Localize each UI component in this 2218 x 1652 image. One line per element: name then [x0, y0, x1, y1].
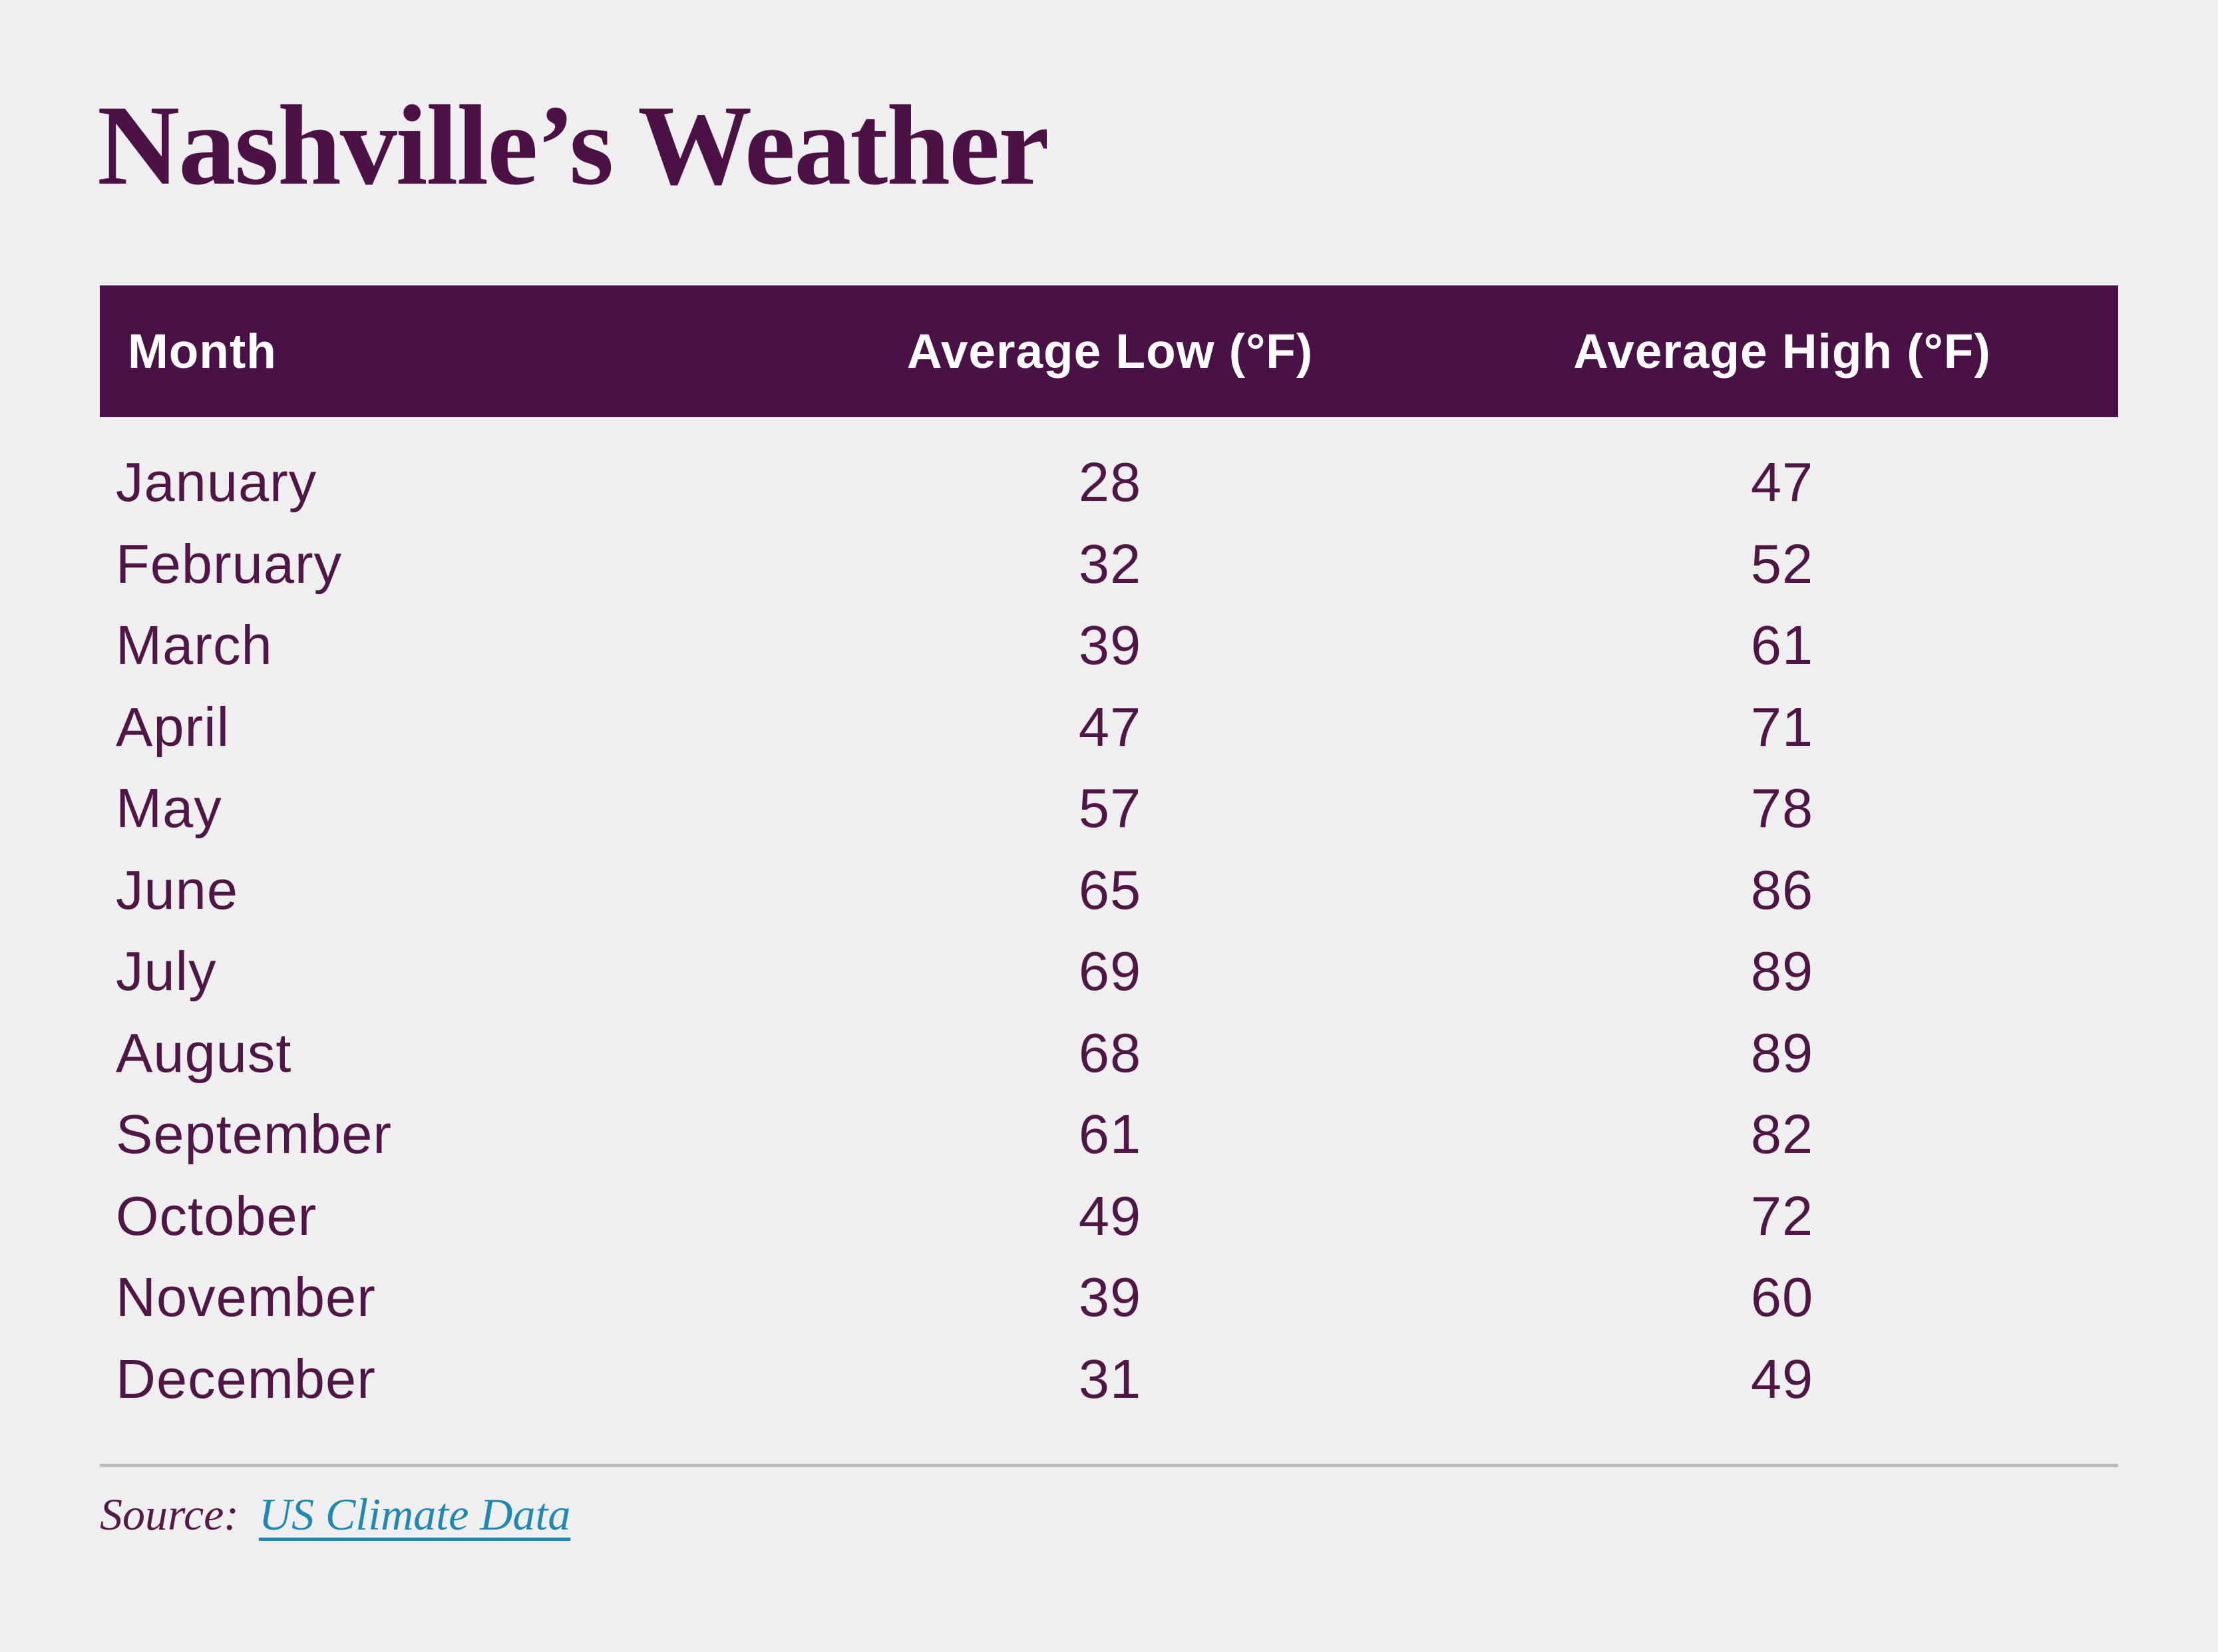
average-high-cell: 71: [1750, 695, 1814, 758]
average-low-cell: 68: [1078, 1021, 1142, 1084]
average-low-cell: 69: [1078, 940, 1142, 1003]
table-header: Month Average Low (°F) Average High (°F): [100, 285, 2118, 417]
average-high-cell: 78: [1750, 777, 1814, 840]
average-high-cell: 49: [1750, 1347, 1814, 1410]
column-header-month: Month: [128, 324, 277, 379]
month-cell: December: [116, 1347, 376, 1410]
month-cell: June: [116, 858, 238, 921]
average-low-cell: 32: [1078, 532, 1142, 595]
table-row: October 49 72: [100, 1176, 2118, 1257]
average-high-cell: 86: [1750, 858, 1814, 921]
month-cell: September: [116, 1103, 393, 1166]
average-high-cell: 72: [1750, 1184, 1814, 1247]
month-cell: July: [116, 940, 217, 1003]
average-high-cell: 47: [1750, 451, 1814, 514]
month-cell: April: [116, 695, 230, 758]
month-cell: February: [116, 532, 343, 595]
month-cell: August: [116, 1021, 292, 1084]
table-row: November 39 60: [100, 1257, 2118, 1339]
table-row: June 65 86: [100, 850, 2118, 931]
average-low-cell: 61: [1078, 1103, 1142, 1166]
source-label: Source:: [100, 1489, 239, 1540]
table-row: March 39 61: [100, 605, 2118, 687]
table-body: January 28 47 February 32 52 March 39 61…: [100, 417, 2118, 1420]
average-high-cell: 89: [1750, 940, 1814, 1003]
average-low-cell: 49: [1078, 1184, 1142, 1247]
average-low-cell: 28: [1078, 451, 1142, 514]
average-low-cell: 31: [1078, 1347, 1142, 1410]
source-line: Source: US Climate Data: [100, 1488, 570, 1542]
average-low-cell: 65: [1078, 858, 1142, 921]
source-link[interactable]: US Climate Data: [258, 1489, 571, 1540]
table-row: May 57 78: [100, 768, 2118, 850]
table-row: July 69 89: [100, 931, 2118, 1013]
table-row: December 31 49: [100, 1339, 2118, 1420]
average-low-cell: 57: [1078, 777, 1142, 840]
month-cell: November: [116, 1266, 376, 1329]
average-high-cell: 52: [1750, 532, 1814, 595]
average-high-cell: 61: [1750, 614, 1814, 677]
column-header-average-high: Average High (°F): [1573, 324, 1991, 379]
average-high-cell: 89: [1750, 1021, 1814, 1084]
page-title: Nashville’s Weather: [97, 83, 1049, 209]
table-row: February 32 52: [100, 524, 2118, 605]
divider-line: [100, 1464, 2118, 1467]
table-row: August 68 89: [100, 1013, 2118, 1094]
month-cell: January: [116, 451, 317, 514]
average-low-cell: 39: [1078, 614, 1142, 677]
average-low-cell: 39: [1078, 1266, 1142, 1329]
table-row: April 47 71: [100, 687, 2118, 768]
table-row: September 61 82: [100, 1094, 2118, 1176]
month-cell: May: [116, 777, 222, 840]
average-high-cell: 82: [1750, 1103, 1814, 1166]
month-cell: March: [116, 614, 273, 677]
table-row: January 28 47: [100, 442, 2118, 524]
month-cell: October: [116, 1184, 317, 1247]
average-high-cell: 60: [1750, 1266, 1814, 1329]
average-low-cell: 47: [1078, 695, 1142, 758]
column-header-average-low: Average Low (°F): [906, 324, 1314, 379]
